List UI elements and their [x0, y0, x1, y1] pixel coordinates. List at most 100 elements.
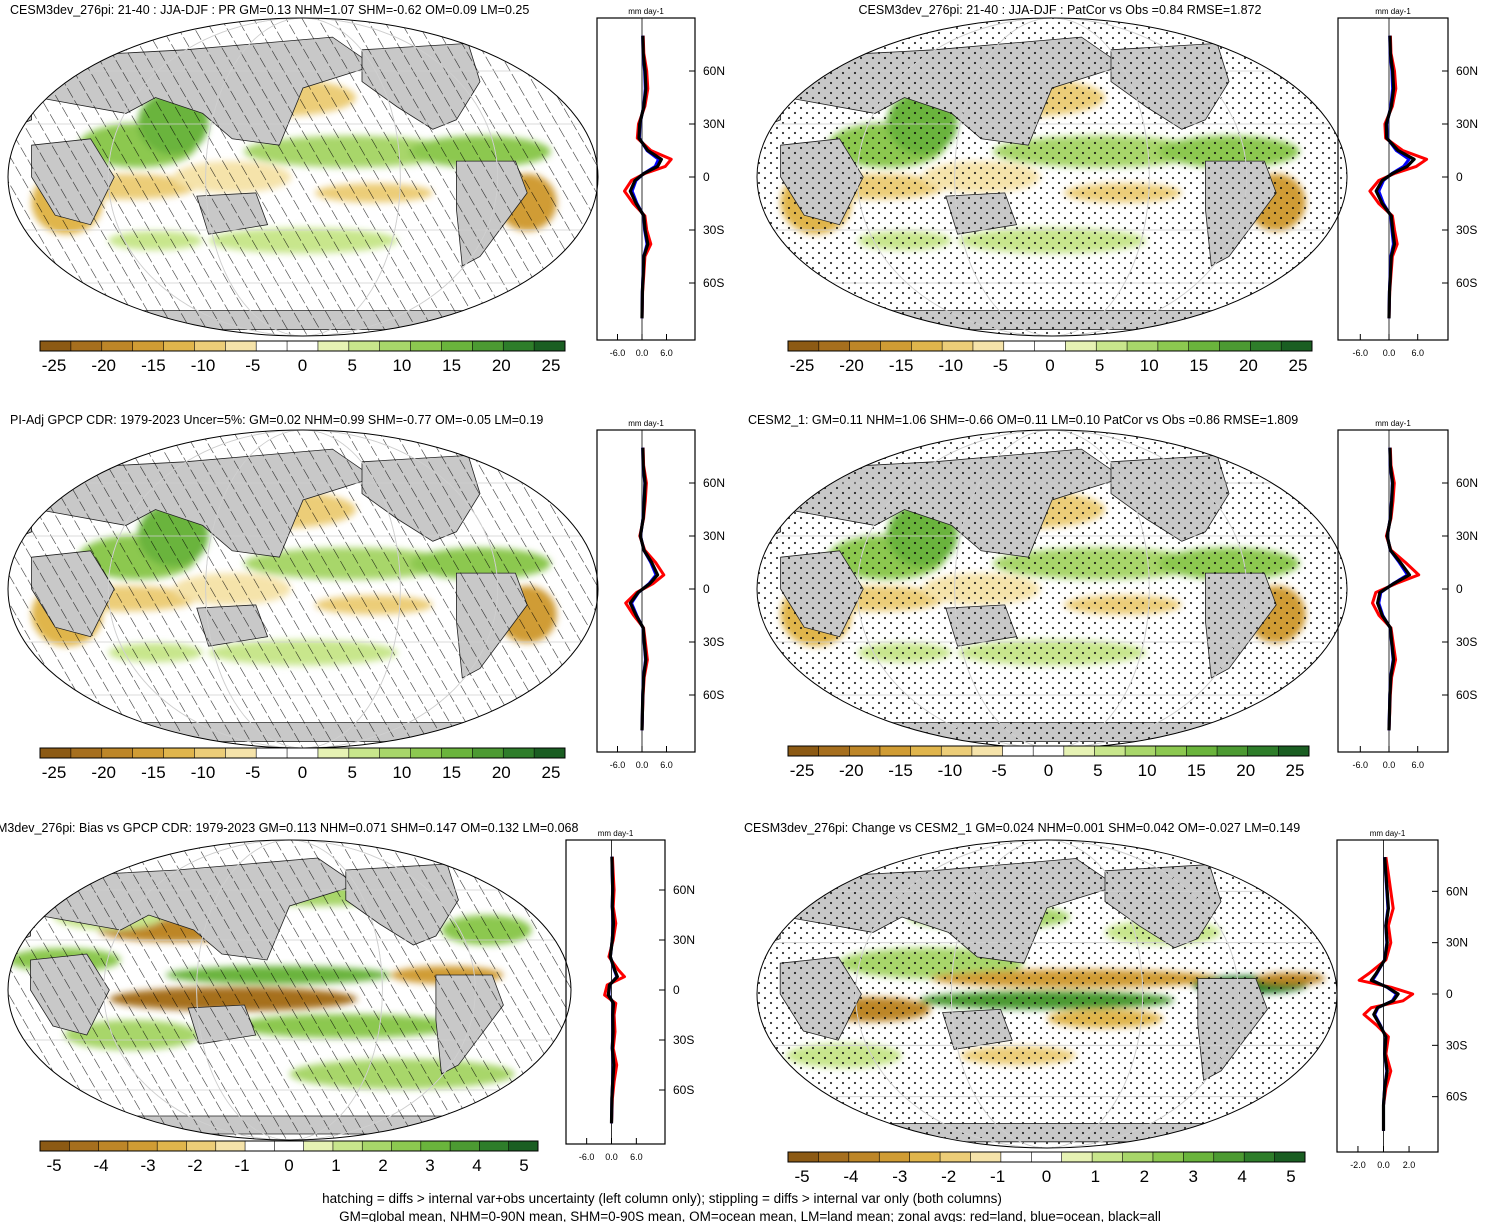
colorbar-swatch [1244, 1152, 1275, 1162]
colorbar-swatch [186, 1141, 217, 1151]
stippling-overlay [757, 18, 1347, 336]
hatching-overlay [8, 18, 598, 336]
colorbar-tick-label: 5 [519, 1156, 528, 1175]
colorbar-tick-label: -5 [245, 763, 260, 782]
panel-title: CESM3dev_276pi: 21-40 : JJA-DJF : PR GM=… [10, 3, 529, 17]
colorbar-swatch [941, 746, 973, 756]
zonal-x-tick-label: 0.0 [1383, 760, 1396, 770]
colorbar-swatch [245, 1141, 275, 1151]
colorbar-tick-label: -10 [938, 761, 963, 780]
lat-tick-label: 60S [703, 688, 724, 702]
colorbar-swatch [1219, 341, 1251, 351]
colorbar-swatch [379, 748, 411, 758]
zonal-unit-label: mm day-1 [628, 419, 664, 428]
colorbar-swatch [441, 748, 473, 758]
colorbar: -5 -4 -3 -2 -1 0 1 2 3 4 5 [787, 1151, 1306, 1186]
colorbar-swatch [849, 746, 881, 756]
colorbar-swatch [332, 1141, 363, 1151]
panel-title: CESM3dev_276pi: 21-40 : JJA-DJF : PatCor… [859, 3, 1262, 17]
map-border [7, 17, 599, 337]
panel-top-right: CESM3dev_276pi: 21-40 : JJA-DJF : PatCor… [756, 3, 1478, 375]
graticule [8, 430, 598, 748]
colorbar-swatch [534, 341, 566, 351]
colorbar-tick-label: -15 [888, 761, 913, 780]
colorbar-swatch [40, 1141, 70, 1151]
colorbar-swatch [410, 341, 442, 351]
colorbar-tick-label: -10 [191, 356, 216, 375]
colorbar-swatch [472, 341, 504, 351]
colorbar-tick-label: -15 [889, 356, 914, 375]
zonal-unit-label: mm day-1 [598, 829, 634, 838]
zonal-x-tick-label: 2.0 [1403, 1160, 1416, 1170]
lat-tick-label: 30S [1446, 1038, 1467, 1052]
colorbar-tick-label: 1 [1091, 1167, 1100, 1186]
zonal-x-tick-label: 0.0 [605, 1152, 618, 1162]
colorbar-swatch [910, 746, 942, 756]
colorbar-swatch [1152, 1152, 1184, 1162]
lat-tick-label: 60S [1456, 276, 1477, 290]
colorbar-swatch [348, 748, 381, 758]
colorbar-swatch [472, 748, 504, 758]
colorbar-swatch [879, 746, 911, 756]
lat-tick-label: 30N [1456, 529, 1478, 543]
graticule [757, 18, 1347, 336]
colorbar-tick-label: 20 [492, 356, 511, 375]
lat-tick-label: 30N [1456, 117, 1478, 131]
colorbar-tick-label: 5 [1286, 1167, 1295, 1186]
colorbar-swatch [98, 1141, 129, 1151]
colorbar-swatch [274, 1141, 305, 1151]
panel-middle-left: PI-Adj GPCP CDR: 1979-2023 Uncer=5%: GM=… [7, 413, 725, 782]
panel-bottom-left: M3dev_276pi: Bias vs GPCP CDR: 1979-2023… [0, 821, 695, 1175]
colorbar-swatch [1188, 341, 1220, 351]
colorbar-swatch [1096, 341, 1128, 351]
colorbar-tick-label: 0 [298, 356, 307, 375]
colorbar-swatch [256, 341, 288, 351]
panel-bottom-right: CESM3dev_276pi: Change vs CESM2_1 GM=0.0… [744, 821, 1468, 1186]
zonal-line-land [1368, 35, 1429, 319]
zonal-line-land [1371, 447, 1421, 731]
zonal-x-tick-label: -6.0 [610, 760, 626, 770]
zonal-mean-plot: mm day-1 60N 30N 0 30S 60S -2.0 0.0 2.0 [1336, 829, 1468, 1170]
lat-tick-label: 30N [1446, 936, 1468, 950]
colorbar-tick-label: -15 [141, 763, 166, 782]
colorbar-tick-label: -2 [941, 1167, 956, 1186]
colorbar-tick-label: 10 [392, 356, 411, 375]
lat-tick-label: 60N [673, 883, 695, 897]
colorbar-tick-label: 20 [1236, 761, 1255, 780]
colorbar-swatch [410, 748, 442, 758]
colorbar-swatch [163, 748, 195, 758]
map [757, 18, 1347, 336]
zonal-mean-plot: mm day-1 60N 30N 0 30S 60S -6.0 0.0 6.0 [565, 829, 695, 1162]
colorbar-swatch [163, 341, 195, 351]
lat-tick-label: 60N [1446, 884, 1468, 898]
colorbar-tick-label: 3 [1188, 1167, 1197, 1186]
colorbar-swatch [70, 748, 103, 758]
colorbar-tick-label: -15 [141, 356, 166, 375]
colorbar-tick-label: 15 [442, 763, 461, 782]
graticule [757, 840, 1337, 1148]
colorbar-tick-label: 10 [392, 763, 411, 782]
colorbar-swatch [287, 748, 319, 758]
lat-tick-label: 60S [1446, 1090, 1467, 1104]
colorbar-swatch [940, 1152, 971, 1162]
colorbar-tick-label: 2 [1140, 1167, 1149, 1186]
zonal-x-tick-label: -6.0 [1353, 760, 1369, 770]
zonal-mean-plot: mm day-1 60N 30N 0 30S 60S -6.0 0.0 6.0 [1337, 7, 1478, 358]
colorbar-tick-label: -25 [790, 356, 815, 375]
colorbar-tick-label: 5 [1095, 356, 1104, 375]
zonal-mean-plot: mm day-1 60N 30N 0 30S 60S -6.0 0.0 6.0 [596, 7, 725, 358]
colorbar-tick-label: 15 [442, 356, 461, 375]
colorbar-tick-label: 20 [1239, 356, 1258, 375]
footer-line-1: hatching = diffs > internal var+obs unce… [322, 1191, 1002, 1206]
colorbar-swatch [225, 748, 257, 758]
lat-tick-label: 30N [703, 117, 725, 131]
colorbar-swatch [1031, 1152, 1063, 1162]
lat-tick-label: 0 [703, 582, 710, 596]
zonal-x-tick-label: 0.0 [1383, 348, 1396, 358]
zonal-line-land [623, 35, 673, 319]
map-border [756, 17, 1348, 337]
hatching-overlay [8, 840, 571, 1140]
colorbar-tick-label: -1 [234, 1156, 249, 1175]
colorbar-tick-label: -5 [245, 356, 260, 375]
